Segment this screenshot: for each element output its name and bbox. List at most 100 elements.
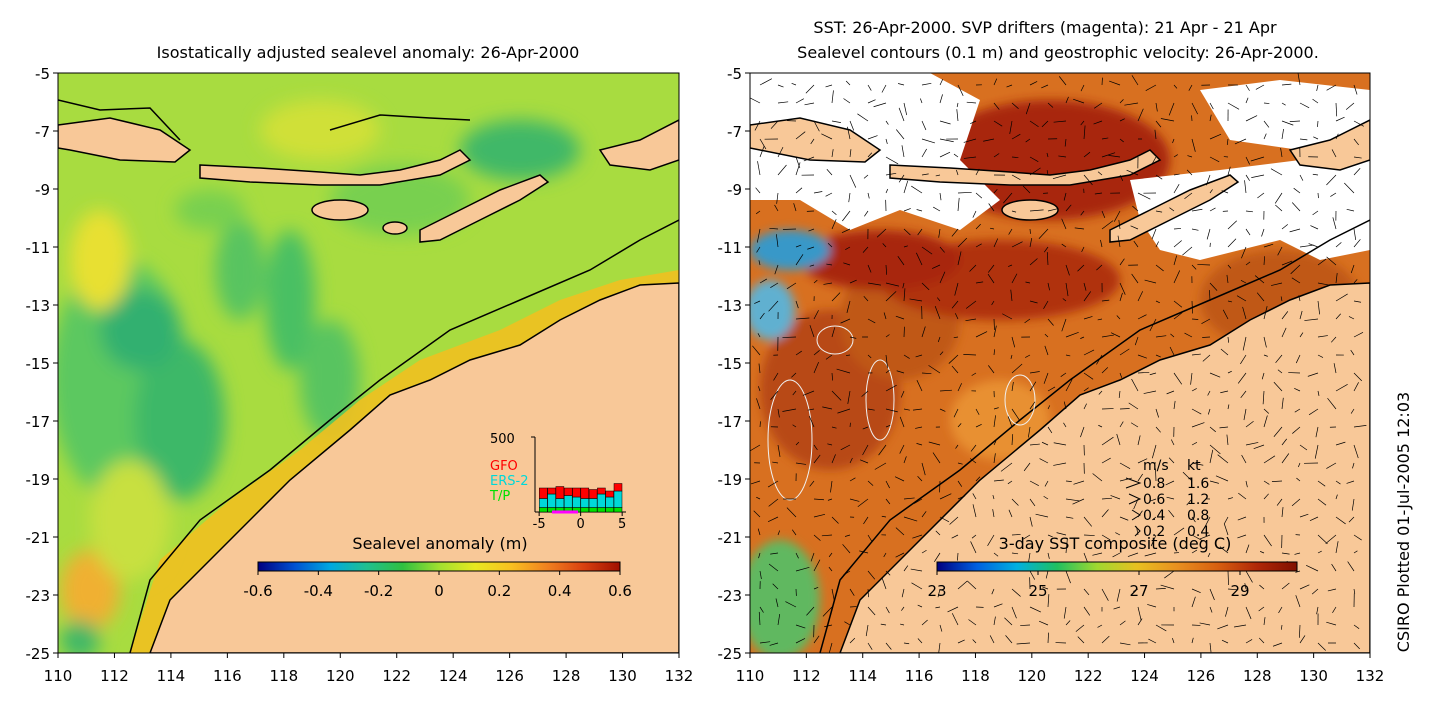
velocity-arrow bbox=[842, 544, 851, 554]
velocity-arrow bbox=[928, 365, 941, 374]
speed-legend-arrow bbox=[1128, 493, 1142, 505]
velocity-arrow bbox=[1119, 348, 1130, 356]
lon-tick-label: 122 bbox=[382, 667, 411, 685]
velocity-arrow bbox=[881, 515, 887, 518]
velocity-arrow bbox=[795, 300, 799, 309]
velocity-arrow bbox=[1101, 457, 1111, 464]
velocity-arrow bbox=[1056, 532, 1067, 536]
velocity-arrow bbox=[1073, 98, 1085, 104]
velocity-arrow bbox=[992, 494, 995, 500]
velocity-arrow bbox=[1020, 624, 1031, 626]
velocity-arrow bbox=[1011, 552, 1019, 555]
velocity-arrow bbox=[1065, 379, 1073, 392]
velocity-arrow bbox=[770, 552, 779, 555]
velocity-arrow bbox=[1155, 264, 1164, 272]
velocity-arrow bbox=[1046, 152, 1049, 158]
velocity-arrow bbox=[1312, 98, 1319, 104]
velocity-arrow bbox=[1240, 390, 1247, 399]
inset-bar-gfo bbox=[547, 487, 556, 495]
velocity-arrow bbox=[1275, 204, 1283, 212]
velocity-arrow bbox=[1029, 209, 1044, 212]
velocity-arrow bbox=[1128, 402, 1139, 410]
velocity-arrow bbox=[993, 238, 999, 248]
velocity-arrow bbox=[1316, 606, 1319, 615]
velocity-arrow bbox=[1237, 516, 1247, 521]
velocity-arrow bbox=[795, 638, 806, 644]
sla-tick-label: 0.4 bbox=[548, 582, 572, 600]
velocity-arrow bbox=[1317, 354, 1324, 358]
lat-tick-label: -5 bbox=[727, 65, 742, 83]
velocity-arrow bbox=[966, 580, 977, 590]
velocity-arrow bbox=[1244, 583, 1247, 590]
velocity-arrow bbox=[795, 254, 804, 266]
velocity-arrow bbox=[1345, 102, 1355, 110]
velocity-arrow bbox=[1065, 498, 1080, 502]
velocity-arrow bbox=[1047, 552, 1050, 559]
velocity-arrow bbox=[863, 174, 869, 179]
velocity-arrow bbox=[864, 210, 869, 217]
velocity-arrow bbox=[768, 498, 779, 507]
velocity-arrow bbox=[1191, 138, 1196, 152]
velocity-arrow bbox=[1207, 552, 1211, 558]
velocity-arrow bbox=[975, 424, 982, 428]
velocity-arrow bbox=[972, 493, 977, 500]
velocity-arrow bbox=[1326, 174, 1337, 186]
velocity-arrow bbox=[805, 84, 815, 94]
velocity-arrow bbox=[901, 606, 905, 611]
velocity-arrow bbox=[770, 120, 779, 129]
velocity-arrow bbox=[1263, 256, 1265, 266]
velocity-arrow bbox=[1094, 192, 1103, 195]
velocity-arrow bbox=[1119, 620, 1126, 626]
velocity-arrow bbox=[845, 80, 851, 86]
velocity-arrow bbox=[1077, 636, 1085, 644]
velocity-arrow bbox=[1044, 480, 1049, 487]
velocity-arrow bbox=[755, 210, 761, 215]
velocity-arrow bbox=[894, 476, 905, 482]
velocity-arrow bbox=[1245, 420, 1254, 428]
velocity-arrow bbox=[963, 354, 977, 356]
velocity-arrow bbox=[1326, 462, 1337, 469]
velocity-arrow bbox=[934, 305, 941, 320]
velocity-arrow bbox=[921, 246, 933, 255]
velocity-arrow bbox=[1258, 637, 1265, 644]
velocity-arrow bbox=[1063, 401, 1067, 410]
velocity-arrow bbox=[786, 282, 797, 290]
velocity-arrow bbox=[1234, 138, 1247, 145]
velocity-arrow bbox=[802, 390, 815, 396]
velocity-arrow bbox=[957, 552, 959, 561]
velocity-arrow bbox=[1047, 282, 1050, 291]
velocity-arrow bbox=[1029, 401, 1036, 410]
velocity-arrow bbox=[885, 642, 892, 650]
velocity-arrow bbox=[975, 192, 983, 199]
lon-tick-label: 130 bbox=[1299, 667, 1328, 685]
velocity-arrow bbox=[759, 146, 765, 158]
velocity-arrow bbox=[885, 188, 889, 194]
velocity-arrow bbox=[831, 327, 836, 338]
velocity-arrow bbox=[903, 516, 918, 522]
velocity-arrow bbox=[849, 637, 856, 644]
velocity-arrow bbox=[1131, 273, 1139, 284]
sst-tick-label: 23 bbox=[927, 582, 946, 600]
velocity-arrow bbox=[1047, 405, 1051, 410]
velocity-arrow bbox=[1116, 315, 1121, 320]
velocity-arrow bbox=[1275, 354, 1283, 364]
velocity-arrow bbox=[755, 187, 761, 194]
velocity-arrow bbox=[1155, 624, 1167, 632]
velocity-arrow bbox=[989, 227, 995, 230]
velocity-arrow bbox=[1137, 192, 1151, 200]
velocity-arrow bbox=[1348, 316, 1355, 320]
velocity-arrow bbox=[1137, 618, 1143, 626]
velocity-arrow bbox=[1209, 189, 1213, 194]
velocity-arrow bbox=[1097, 318, 1103, 321]
velocity-arrow bbox=[1062, 298, 1067, 302]
velocity-arrow bbox=[898, 107, 905, 122]
velocity-arrow bbox=[915, 354, 923, 358]
lon-tick-label: 112 bbox=[792, 667, 821, 685]
velocity-arrow bbox=[777, 613, 781, 626]
velocity-arrow bbox=[975, 168, 980, 176]
velocity-arrow bbox=[758, 552, 761, 559]
velocity-arrow bbox=[1173, 240, 1182, 248]
velocity-arrow bbox=[1173, 183, 1180, 194]
velocity-arrow bbox=[807, 246, 815, 250]
velocity-arrow bbox=[883, 552, 887, 558]
